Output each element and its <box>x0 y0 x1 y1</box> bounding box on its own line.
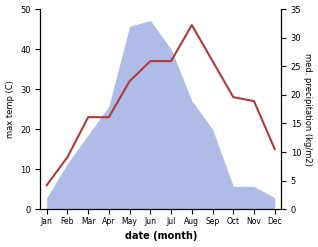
X-axis label: date (month): date (month) <box>125 231 197 242</box>
Y-axis label: med. precipitation (kg/m2): med. precipitation (kg/m2) <box>303 53 313 165</box>
Y-axis label: max temp (C): max temp (C) <box>5 80 15 138</box>
